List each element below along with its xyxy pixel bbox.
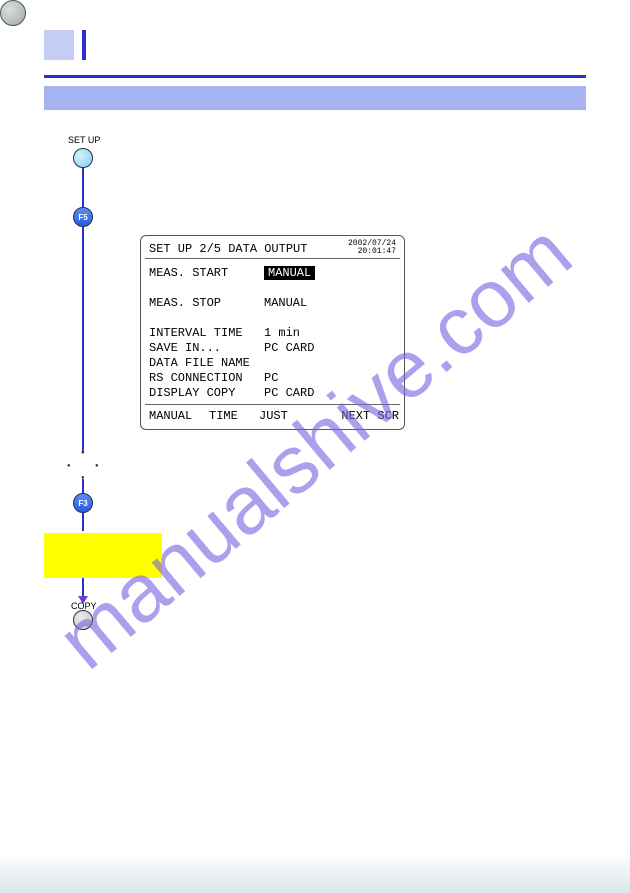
value: MANUAL — [264, 296, 399, 310]
f3-label: F3 — [73, 499, 93, 508]
dial-dot: ● — [67, 463, 71, 469]
value: PC CARD — [264, 341, 399, 355]
row-meas-start: MEAS. START MANUAL — [149, 266, 399, 280]
row-display-copy: DISPLAY COPY PC CARD — [149, 386, 399, 400]
header-horizontal-rule — [44, 75, 586, 78]
row-data-file-name: DATA FILE NAME — [149, 356, 399, 370]
flow-line — [82, 227, 84, 453]
row-rs-connection: RS CONNECTION PC — [149, 371, 399, 385]
screen-timestamp: 2002/07/24 20:01:47 — [348, 240, 396, 256]
label: INTERVAL TIME — [149, 326, 264, 340]
softkey-row: MANUAL TIME JUST NEXT SCR — [149, 409, 399, 423]
setup-button-icon — [73, 148, 93, 168]
label: MEAS. START — [149, 266, 264, 280]
softkey-f3[interactable]: JUST — [259, 409, 329, 423]
value — [264, 356, 399, 370]
flow-line — [82, 578, 84, 598]
f5-label: F5 — [73, 213, 93, 222]
softkey-f5[interactable]: NEXT SCR — [341, 409, 399, 423]
flow-line — [82, 479, 84, 493]
row-save-in: SAVE IN... PC CARD — [149, 341, 399, 355]
label: DISPLAY COPY — [149, 386, 264, 400]
row-meas-stop: MEAS. STOP MANUAL — [149, 296, 399, 310]
label: SAVE IN... — [149, 341, 264, 355]
highlight-box — [44, 533, 162, 578]
row-interval: INTERVAL TIME 1 min — [149, 326, 399, 340]
dial-dot: ● — [95, 463, 99, 469]
value: MANUAL — [264, 266, 399, 280]
setup-label: SET UP — [68, 135, 100, 145]
device-screen: SET UP 2/5 DATA OUTPUT 2002/07/24 20:01:… — [140, 235, 405, 430]
softkey-f2[interactable]: TIME — [209, 409, 259, 423]
label: RS CONNECTION — [149, 371, 264, 385]
screen-title: SET UP 2/5 DATA OUTPUT — [149, 242, 307, 256]
label: DATA FILE NAME — [149, 356, 264, 370]
section-banner — [44, 86, 586, 110]
header-square — [44, 30, 74, 60]
flow-line — [82, 168, 84, 207]
dial-icon — [0, 0, 26, 26]
timestamp-time: 20:01:47 — [358, 247, 396, 256]
value: 1 min — [264, 326, 399, 340]
flow-line — [82, 513, 84, 531]
selected-value[interactable]: MANUAL — [264, 266, 315, 280]
copy-button-icon — [73, 610, 93, 630]
screen-divider — [145, 404, 400, 405]
value: PC CARD — [264, 386, 399, 400]
label: MEAS. STOP — [149, 296, 264, 310]
value: PC — [264, 371, 399, 385]
screen-divider — [145, 258, 400, 259]
softkey-f1[interactable]: MANUAL — [149, 409, 209, 423]
header-vertical-bar — [82, 30, 86, 60]
footer-gradient — [0, 853, 630, 893]
dial-dot: ● — [81, 450, 85, 456]
